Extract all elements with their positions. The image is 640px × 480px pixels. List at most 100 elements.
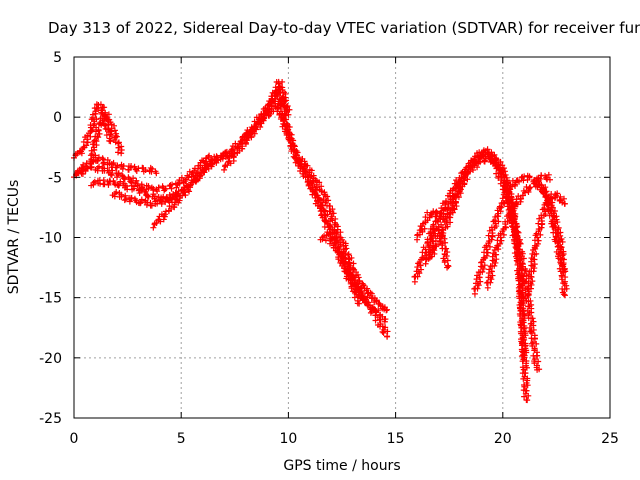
series-t12 bbox=[296, 155, 391, 314]
data-point bbox=[93, 104, 100, 111]
data-point bbox=[563, 285, 570, 292]
data-point bbox=[523, 347, 530, 354]
data-point bbox=[516, 262, 523, 269]
data-point bbox=[243, 130, 250, 137]
data-point bbox=[361, 285, 368, 292]
data-point bbox=[329, 217, 336, 224]
data-point bbox=[280, 117, 287, 124]
data-point bbox=[445, 204, 452, 211]
data-point bbox=[122, 196, 129, 203]
data-point bbox=[552, 192, 559, 199]
data-point bbox=[187, 181, 194, 188]
data-point bbox=[539, 187, 546, 194]
y-tick-label: 0 bbox=[53, 110, 62, 126]
data-point bbox=[234, 144, 241, 151]
data-point bbox=[162, 211, 169, 218]
data-point bbox=[512, 253, 519, 260]
data-point bbox=[488, 224, 495, 231]
data-point bbox=[351, 266, 358, 273]
data-point bbox=[500, 231, 507, 238]
data-point bbox=[534, 366, 541, 373]
data-point bbox=[318, 187, 325, 194]
data-point bbox=[444, 223, 451, 230]
data-point bbox=[546, 212, 553, 219]
data-point bbox=[535, 237, 542, 244]
data-point bbox=[131, 163, 138, 170]
data-point bbox=[290, 142, 297, 149]
data-point bbox=[432, 213, 439, 220]
data-point bbox=[517, 328, 524, 335]
data-point bbox=[377, 316, 384, 323]
data-point bbox=[558, 276, 565, 283]
data-point bbox=[281, 111, 288, 118]
y-tick-label: 5 bbox=[53, 50, 62, 66]
data-point bbox=[512, 220, 519, 227]
data-point bbox=[503, 189, 510, 196]
data-point bbox=[308, 172, 315, 179]
data-point bbox=[143, 186, 150, 193]
data-point bbox=[496, 205, 503, 212]
data-point bbox=[545, 171, 552, 178]
data-point bbox=[258, 110, 265, 117]
data-point bbox=[515, 275, 522, 282]
data-point bbox=[521, 393, 528, 400]
data-point bbox=[519, 358, 526, 365]
data-point bbox=[130, 175, 137, 182]
data-point bbox=[136, 190, 143, 197]
data-point bbox=[550, 223, 557, 230]
data-point bbox=[178, 174, 185, 181]
data-point bbox=[429, 223, 436, 230]
data-point bbox=[364, 302, 371, 309]
data-point bbox=[482, 147, 489, 154]
data-point bbox=[444, 207, 451, 214]
data-point bbox=[548, 220, 555, 227]
data-point bbox=[91, 178, 98, 185]
data-point bbox=[294, 149, 301, 156]
data-point bbox=[312, 177, 319, 184]
data-point bbox=[162, 185, 169, 192]
data-point bbox=[530, 256, 537, 263]
data-point bbox=[559, 238, 566, 245]
data-point bbox=[546, 176, 553, 183]
data-point bbox=[88, 147, 95, 154]
data-point bbox=[506, 186, 513, 193]
y-tick-label: -20 bbox=[39, 351, 62, 367]
data-point bbox=[187, 184, 194, 191]
data-point bbox=[191, 168, 198, 175]
data-point bbox=[318, 202, 325, 209]
data-point bbox=[523, 396, 530, 403]
data-point bbox=[121, 197, 128, 204]
data-point bbox=[118, 163, 125, 170]
data-point bbox=[453, 193, 460, 200]
data-point bbox=[267, 98, 274, 105]
data-points bbox=[71, 78, 570, 404]
series-t5 bbox=[92, 152, 213, 195]
data-point bbox=[360, 297, 367, 304]
data-point bbox=[83, 163, 90, 170]
data-point bbox=[508, 223, 515, 230]
data-point bbox=[107, 138, 114, 145]
series-t20 bbox=[524, 190, 568, 297]
data-point bbox=[111, 122, 117, 129]
data-point bbox=[345, 276, 352, 283]
data-point bbox=[478, 259, 485, 266]
data-point bbox=[251, 123, 258, 130]
data-point bbox=[531, 242, 538, 249]
data-point bbox=[359, 280, 366, 287]
data-point bbox=[525, 290, 532, 297]
data-point bbox=[439, 215, 446, 222]
data-point bbox=[465, 160, 472, 167]
data-point bbox=[477, 155, 484, 162]
data-point bbox=[151, 193, 158, 200]
data-point bbox=[198, 168, 205, 175]
data-point bbox=[186, 188, 193, 195]
data-point bbox=[518, 195, 525, 202]
data-point bbox=[524, 176, 531, 183]
data-point bbox=[488, 268, 495, 275]
data-point bbox=[199, 167, 206, 174]
data-point bbox=[514, 177, 521, 184]
data-point bbox=[339, 253, 346, 260]
data-point bbox=[172, 189, 179, 196]
data-point bbox=[520, 326, 527, 333]
